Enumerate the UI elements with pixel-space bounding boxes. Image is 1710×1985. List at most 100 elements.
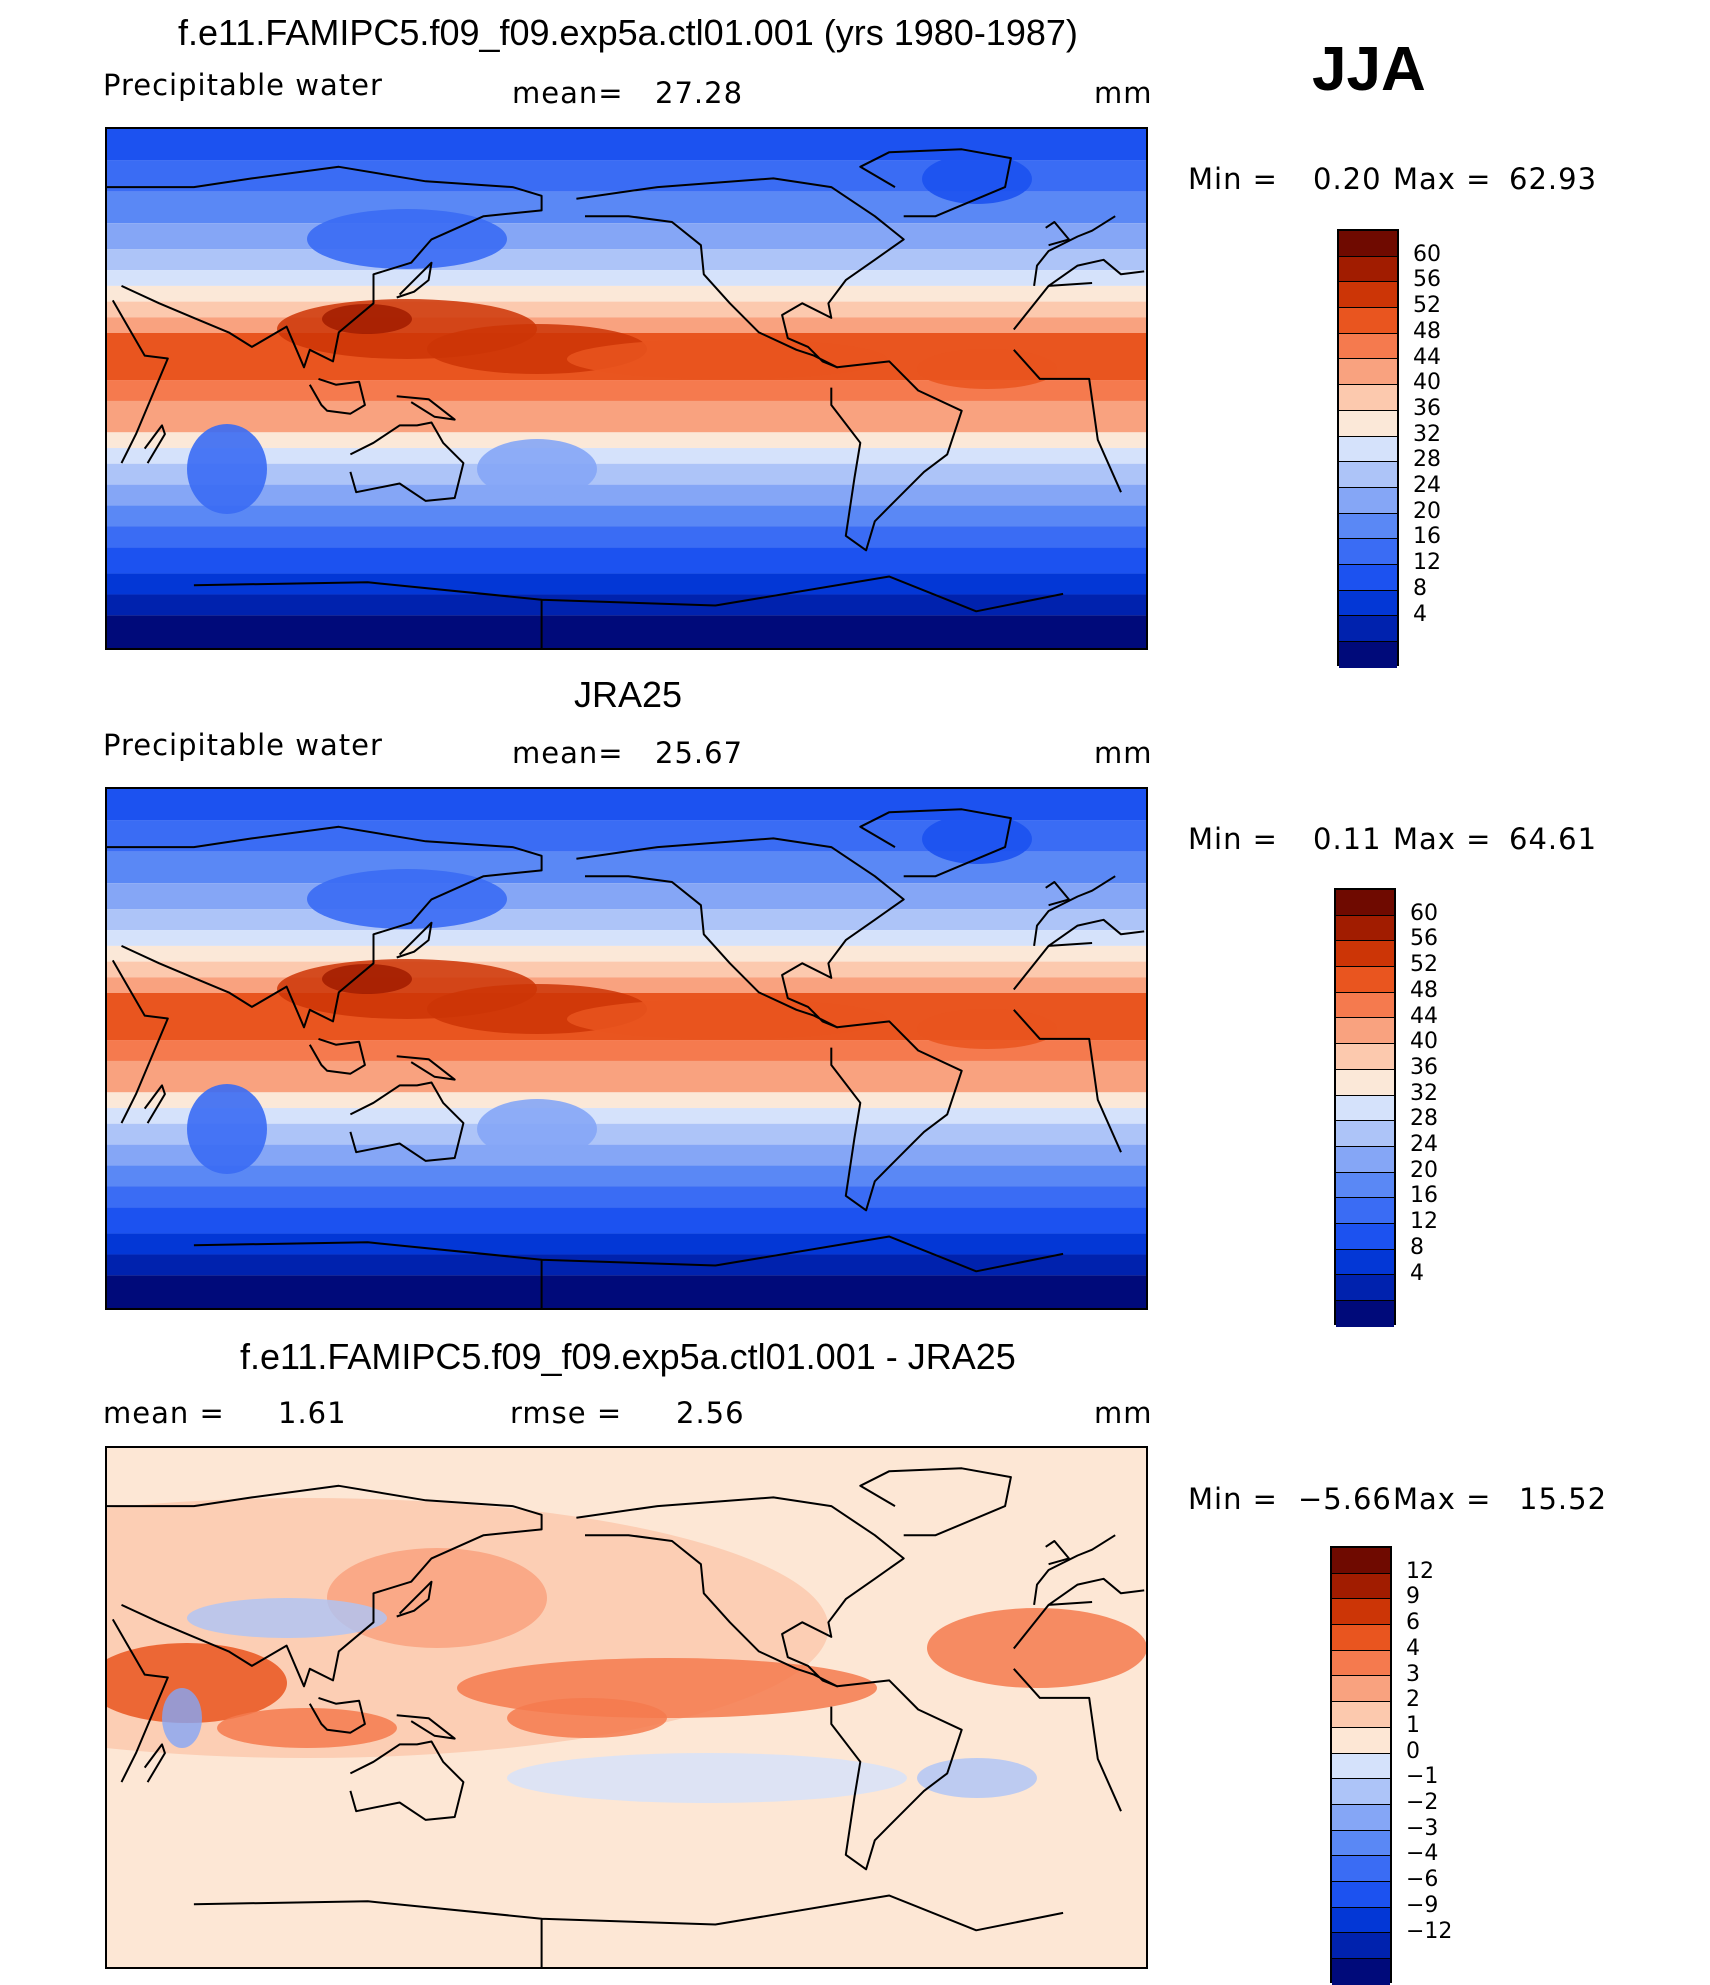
panel2-title: JRA25 — [574, 674, 683, 715]
colorbar-tick-label: 56 — [1413, 267, 1441, 293]
colorbar-tick-label: 24 — [1410, 1132, 1438, 1157]
colorbar-swatch — [1336, 1249, 1394, 1276]
colorbar-swatch — [1336, 967, 1394, 993]
coastline — [396, 395, 456, 421]
colorbar-swatch — [1332, 1599, 1390, 1626]
colorbar-tick-label: 44 — [1410, 1003, 1438, 1029]
coastline — [1045, 881, 1070, 907]
colorbar-box — [1330, 1546, 1392, 1985]
colorbar-tick-label: 60 — [1410, 900, 1438, 926]
colorbar-tick-label: 52 — [1413, 293, 1441, 319]
colorbar-swatch — [1339, 333, 1397, 360]
colorbar-swatch — [1336, 1172, 1394, 1199]
colorbar-tick-label: 56 — [1410, 926, 1438, 952]
coastline — [308, 377, 366, 415]
colorbar-swatch — [1339, 513, 1397, 540]
colorbar-swatch — [1339, 590, 1397, 617]
panel2-variable: Precipitable water — [103, 728, 383, 762]
coastline — [576, 837, 905, 1029]
panel1-min-label: Min = — [1188, 162, 1278, 196]
colorbar-tick-label: 2 — [1406, 1687, 1420, 1713]
panel2-mean-value: 25.67 — [655, 736, 744, 770]
panel3-rmse-value: 2.56 — [676, 1396, 745, 1430]
colorbar-swatch — [1332, 1727, 1390, 1754]
colorbar-tick-label: 6 — [1406, 1610, 1420, 1636]
colorbar-swatch — [1339, 616, 1397, 642]
coastline — [111, 942, 1122, 1153]
colorbar-tick-label: 8 — [1413, 575, 1427, 601]
panel3-map — [105, 1446, 1148, 1969]
colorbar-swatch — [1336, 941, 1394, 968]
coastline — [193, 575, 1064, 648]
panel3-min-label: Min = — [1188, 1482, 1278, 1516]
coastline — [349, 1081, 465, 1162]
colorbar-swatch — [1336, 1198, 1394, 1224]
panel1-mean-value: 27.28 — [655, 76, 744, 110]
colorbar-swatch — [1339, 462, 1397, 488]
coastline — [830, 1020, 963, 1212]
colorbar-swatch — [1332, 1881, 1390, 1908]
panel1-max-value: 62.93 — [1509, 162, 1598, 196]
colorbar-tick-label: 52 — [1410, 952, 1438, 978]
colorbar-swatch — [1332, 1676, 1390, 1703]
coastline — [107, 165, 1145, 369]
coastline — [830, 1679, 963, 1871]
colorbar-swatch — [1339, 436, 1397, 463]
colorbar-tick-label: 48 — [1410, 977, 1438, 1003]
colorbar-swatch — [1339, 564, 1397, 591]
colorbar-tick-label: 3 — [1406, 1661, 1420, 1687]
panel2-map — [105, 787, 1148, 1310]
colorbar-tick-label: −2 — [1406, 1790, 1439, 1815]
colorbar-tick-label: 36 — [1413, 395, 1441, 421]
colorbar-tick-label: 4 — [1410, 1260, 1424, 1286]
season-label: JJA — [1312, 35, 1426, 104]
coastline — [396, 261, 433, 299]
colorbar-swatch — [1332, 1548, 1390, 1574]
colorbar-swatch — [1339, 256, 1397, 283]
colorbar-tick-label: 24 — [1413, 473, 1441, 498]
panel2-max-value: 64.61 — [1509, 822, 1598, 856]
coastline — [830, 360, 963, 552]
colorbar-swatch — [1332, 1625, 1390, 1651]
colorbar-tick-label: 12 — [1410, 1209, 1438, 1235]
colorbar-tick-label: 60 — [1413, 241, 1441, 267]
coastline — [1045, 1540, 1070, 1566]
colorbar-tick-label: 48 — [1413, 318, 1441, 344]
panel2-min-value: 0.11 — [1313, 822, 1382, 856]
panel1-variable: Precipitable water — [103, 68, 383, 102]
colorbar-tick-label: 28 — [1413, 447, 1441, 473]
colorbar-swatch — [1332, 1830, 1390, 1857]
coastline — [107, 825, 1145, 1029]
coastline — [193, 1894, 1064, 1967]
colorbar-swatch — [1336, 1121, 1394, 1147]
colorbar-swatch — [1339, 282, 1397, 309]
colorbar-tick-label: 16 — [1413, 524, 1441, 550]
colorbar-swatch — [1332, 1779, 1390, 1805]
coastline — [143, 1084, 166, 1124]
coastline — [859, 148, 1012, 218]
colorbar-tick-label: −3 — [1406, 1815, 1439, 1841]
colorbar-tick-label: 1 — [1406, 1712, 1420, 1738]
colorbar-tick-label: 40 — [1413, 370, 1441, 396]
colorbar-tick-label: 32 — [1413, 421, 1441, 447]
coastline — [111, 1601, 1122, 1812]
coastline — [143, 424, 166, 464]
panel1-mean-label: mean= — [512, 76, 624, 110]
panel1-title: f.e11.FAMIPC5.f09_f09.exp5a.ctl01.001 (y… — [178, 12, 1078, 53]
panel3-max-label: Max = — [1393, 1482, 1492, 1516]
colorbar-tick-label: −1 — [1406, 1764, 1439, 1790]
coastline — [143, 1743, 166, 1783]
colorbar-tick-label: 20 — [1410, 1157, 1438, 1183]
colorbar-swatch — [1339, 308, 1397, 334]
panel3-min-value: −5.66 — [1298, 1482, 1392, 1516]
coastline — [396, 1055, 456, 1081]
colorbar-swatch — [1336, 1223, 1394, 1250]
colorbar-swatch — [1336, 1095, 1394, 1122]
colorbar-swatch — [1332, 1856, 1390, 1882]
colorbar-swatch — [1339, 385, 1397, 411]
colorbar-swatch — [1336, 1018, 1394, 1045]
colorbar-tick-label: 12 — [1413, 550, 1441, 576]
colorbar-swatch — [1336, 1146, 1394, 1173]
colorbar-tick-label: 12 — [1406, 1558, 1434, 1584]
colorbar-tick-label: −4 — [1406, 1841, 1439, 1867]
